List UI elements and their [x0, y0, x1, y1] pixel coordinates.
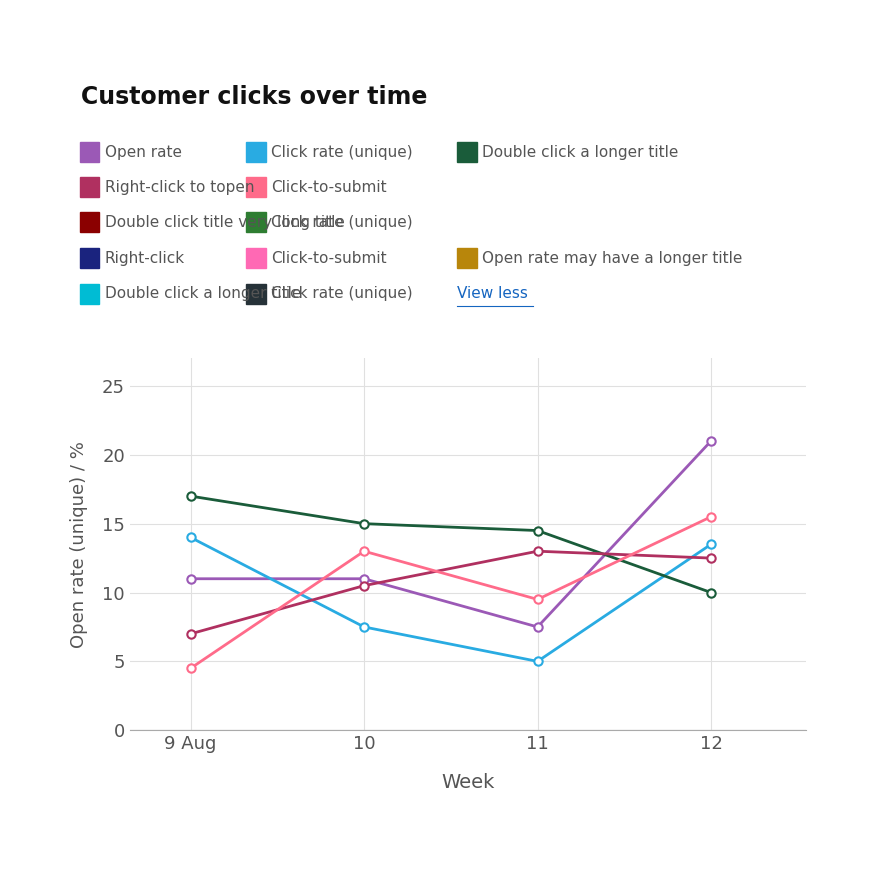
- X-axis label: Week: Week: [442, 772, 495, 791]
- Text: Click-to-submit: Click-to-submit: [271, 251, 387, 265]
- Text: View less: View less: [457, 287, 528, 301]
- Text: Click rate (unique): Click rate (unique): [271, 145, 413, 159]
- Text: Open rate: Open rate: [105, 145, 182, 159]
- Text: Customer clicks over time: Customer clicks over time: [81, 85, 427, 109]
- Text: Click rate (unique): Click rate (unique): [271, 215, 413, 229]
- Text: Right-click to topen: Right-click to topen: [105, 180, 254, 194]
- Text: Right-click: Right-click: [105, 251, 185, 265]
- Text: Double click a longer title: Double click a longer title: [105, 287, 301, 301]
- Text: Click rate (unique): Click rate (unique): [271, 287, 413, 301]
- Text: Click-to-submit: Click-to-submit: [271, 180, 387, 194]
- Y-axis label: Open rate (unique) / %: Open rate (unique) / %: [70, 441, 88, 648]
- Text: Double click a longer title: Double click a longer title: [482, 145, 678, 159]
- Text: Double click title very long title: Double click title very long title: [105, 215, 345, 229]
- Text: Open rate may have a longer title: Open rate may have a longer title: [482, 251, 743, 265]
